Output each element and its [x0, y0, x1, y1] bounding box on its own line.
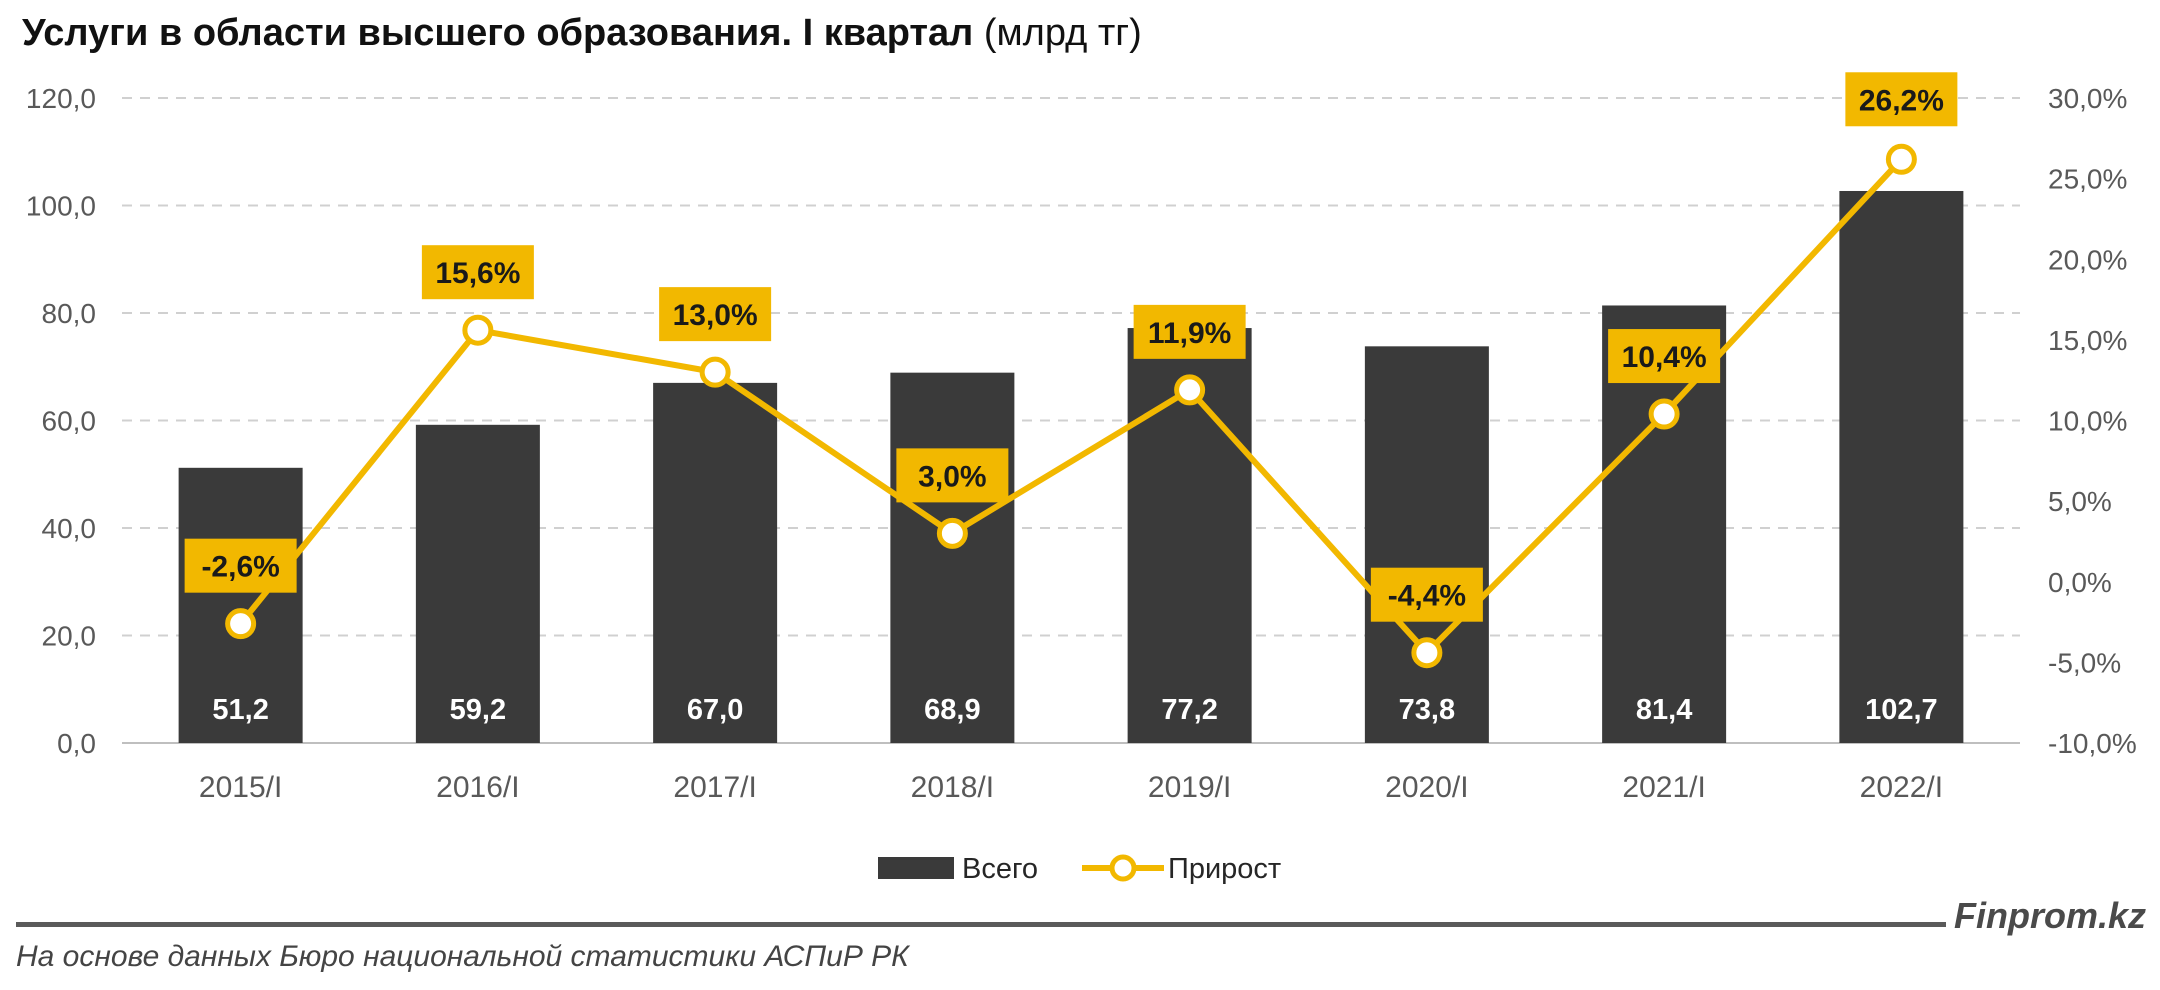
bar: [890, 372, 1015, 743]
x-axis: 2015/I 2016/I 2017/I 2018/I 2019/I 2020/I 2021…: [199, 771, 1943, 804]
right-axis-tick-label: 5,0%: [2048, 486, 2112, 517]
growth-label-box: [1370, 567, 1483, 622]
x-axis-tick-label: 2015/I: [199, 771, 282, 804]
right-axis-tick-label: 0,0%: [2048, 567, 2112, 598]
growth-point: [1648, 398, 1680, 430]
left-axis-tick-label: 80,0: [42, 298, 97, 329]
bar-value-label: 68,9: [924, 694, 980, 726]
growth-label-box: [896, 448, 1009, 503]
x-axis-tick-label: 2021/I: [1622, 771, 1705, 804]
legend-line-marker: [1109, 854, 1137, 882]
bar: [415, 424, 540, 743]
growth-point: [1174, 374, 1206, 406]
growth-point: [225, 608, 257, 640]
growth-value-label: 10,4%: [1622, 341, 1707, 374]
bar-value-label: 51,2: [212, 694, 268, 726]
growth-label-box: [1845, 72, 1958, 127]
x-axis-tick-label: 2017/I: [673, 771, 756, 804]
brand-label: Finprom.kz: [1953, 895, 2146, 936]
footer-divider: [16, 922, 1946, 927]
right-axis-tick-label: 20,0%: [2048, 244, 2127, 275]
left-axis-tick-label: 20,0: [42, 621, 97, 652]
right-axis-tick-label: 15,0%: [2048, 325, 2127, 356]
growth-point: [1411, 637, 1443, 669]
left-axis: 0,0 20,0 40,0 60,0 80,0 100,0 120,0: [26, 83, 96, 759]
growth-label-box: [421, 245, 534, 300]
growth-label-box: [1133, 304, 1246, 359]
growth-point: [936, 517, 968, 549]
growth-label-box: [1608, 329, 1721, 384]
legend: Всего Прирост: [878, 853, 1281, 885]
x-axis-tick-label: 2019/I: [1148, 771, 1231, 804]
growth-label-box: [184, 538, 297, 593]
chart-title-main: Услуги в области высшего образования. I …: [22, 12, 974, 54]
bar-series: 51,2 59,2 67,0 68,9 77,2 73,8 81,4 102,7: [178, 190, 1964, 744]
bar-value-label: 59,2: [450, 694, 506, 726]
left-axis-tick-label: 40,0: [42, 513, 97, 544]
x-axis-tick-label: 2020/I: [1385, 771, 1468, 804]
line-series: [225, 143, 1917, 669]
growth-value-label: 26,2%: [1859, 84, 1944, 117]
line-labels: -2,6% 15,6% 13,0% 3,0% 11,9% -4,4% 10,4% 26,2%: [184, 72, 1958, 622]
legend-line-label: Прирост: [1168, 853, 1281, 885]
x-axis-tick-label: 2022/I: [1860, 771, 1943, 804]
bar-value-label: 77,2: [1161, 694, 1217, 726]
right-axis-tick-label: -10,0%: [2048, 728, 2137, 759]
growth-value-label: -4,4%: [1388, 580, 1466, 613]
bar-value-label: 67,0: [687, 694, 743, 726]
right-axis-tick-label: 30,0%: [2048, 83, 2127, 114]
bar-value-label: 81,4: [1636, 694, 1692, 726]
left-axis-tick-label: 0,0: [57, 728, 96, 759]
right-axis: -10,0% -5,0% 0,0% 5,0% 10,0% 15,0% 20,0% 25,0% 3…: [2048, 83, 2137, 759]
bar-value-label: 73,8: [1399, 694, 1455, 726]
legend-bar-swatch: [878, 857, 954, 879]
x-axis-tick-label: 2018/I: [911, 771, 994, 804]
growth-point: [699, 356, 731, 388]
growth-value-label: -2,6%: [201, 551, 279, 584]
growth-value-label: 3,0%: [918, 460, 986, 493]
x-axis-tick-label: 2016/I: [436, 771, 519, 804]
legend-bar-label: Всего: [962, 853, 1038, 885]
right-axis-tick-label: 10,0%: [2048, 406, 2127, 437]
left-axis-tick-label: 100,0: [26, 191, 96, 222]
growth-label-box: [659, 287, 772, 342]
growth-point: [462, 314, 494, 346]
chart-title-unit: (млрд тг): [983, 12, 1142, 54]
growth-point: [1885, 143, 1917, 175]
bar-value-label: 102,7: [1865, 694, 1938, 726]
bar: [178, 467, 303, 743]
right-axis-tick-label: -5,0%: [2048, 647, 2121, 678]
right-axis-tick-label: 25,0%: [2048, 164, 2127, 195]
growth-value-label: 13,0%: [673, 299, 758, 332]
bar: [1364, 346, 1489, 743]
left-axis-tick-label: 120,0: [26, 83, 96, 114]
growth-value-label: 11,9%: [1148, 317, 1231, 350]
growth-value-label: 15,6%: [435, 257, 520, 290]
bar: [1839, 190, 1964, 744]
chart-title: Услуги в области высшего образования. I …: [22, 12, 1142, 55]
source-note: На основе данных Бюро национальной стати…: [16, 940, 909, 973]
bar: [653, 382, 778, 743]
left-axis-tick-label: 60,0: [42, 406, 97, 437]
growth-line: [238, 157, 1904, 656]
